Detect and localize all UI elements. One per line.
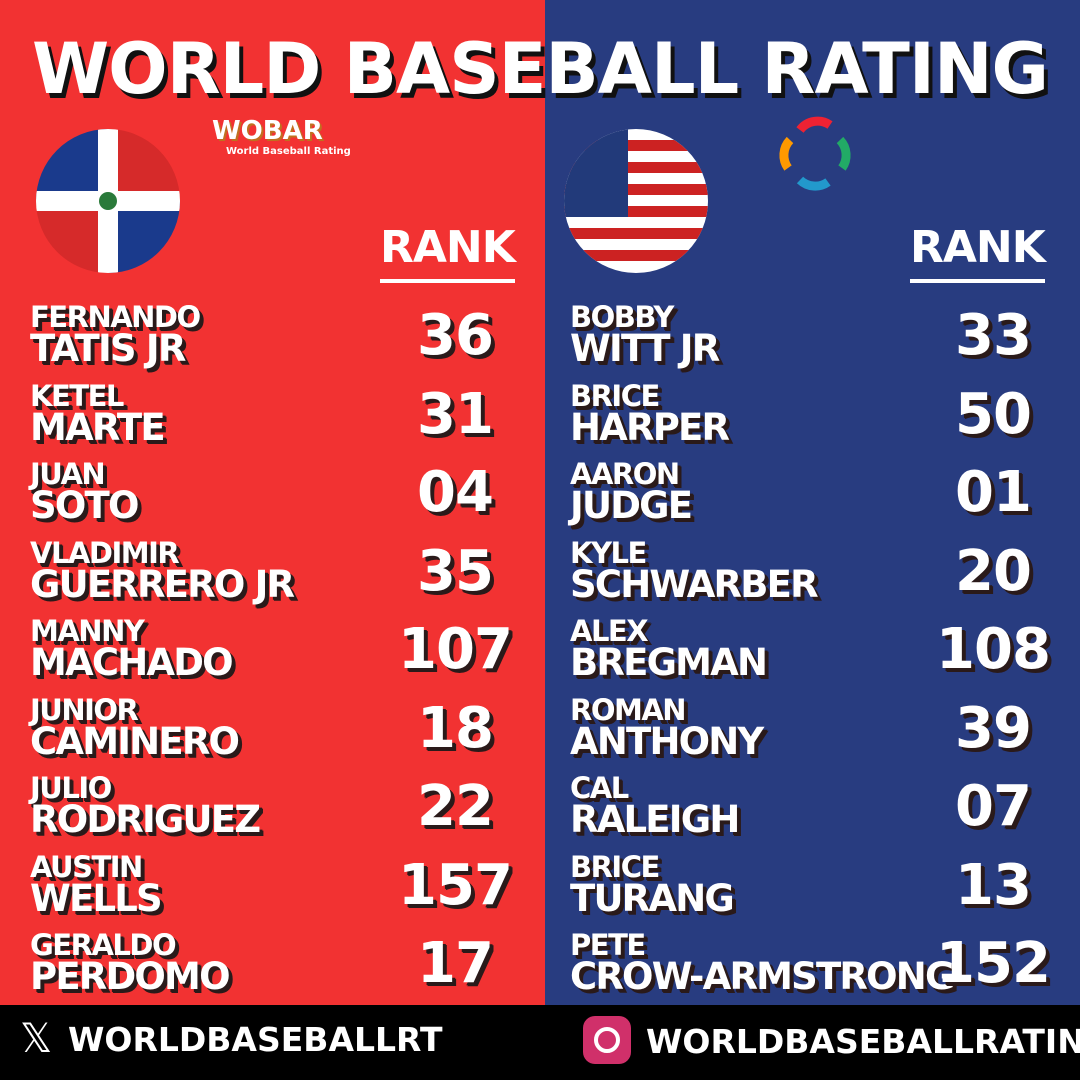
player-last-name: WITT JR xyxy=(570,327,720,370)
player-rank: 36 xyxy=(417,303,494,368)
title: WORLD BASEBALL RATING xyxy=(31,28,1049,110)
dr-flag xyxy=(36,129,180,273)
player-last-name: TURANG xyxy=(570,876,735,920)
player-last-name: JUDGE xyxy=(570,484,693,527)
player-rank: 01 xyxy=(955,460,1032,525)
player-last-name: MACHADO xyxy=(30,641,234,684)
player-rank: 33 xyxy=(955,303,1032,368)
player-last-name: ANTHONY xyxy=(570,719,764,763)
instagram-icon xyxy=(583,1016,631,1064)
instagram-handle: WORLDBASEBALLRATING xyxy=(646,1022,1080,1061)
x-icon: 𝕏 xyxy=(20,1016,52,1062)
player-rank: 152 xyxy=(936,931,1051,996)
player-first-name: KYLE xyxy=(570,535,647,570)
player-rank: 39 xyxy=(955,695,1032,761)
player-rank: 13 xyxy=(955,852,1032,918)
player-last-name: WELLS xyxy=(30,876,163,920)
player-last-name: RODRIGUEZ xyxy=(30,798,261,841)
player-rank: 18 xyxy=(417,695,494,761)
player-rank: 04 xyxy=(417,460,494,525)
player-last-name: CROW-ARMSTRONG xyxy=(570,955,955,998)
x-handle: WORLDBASEBALLRT xyxy=(68,1020,443,1059)
player-first-name: JUAN xyxy=(30,457,106,491)
player-first-name: GERALDO xyxy=(30,928,177,962)
player-last-name: GUERRERO JR xyxy=(30,562,295,606)
player-first-name: AUSTIN xyxy=(30,849,143,884)
usa-flag xyxy=(564,129,708,273)
player-rank: 17 xyxy=(417,931,494,996)
player-last-name: SOTO xyxy=(30,484,139,527)
player-rank: 107 xyxy=(398,617,513,682)
player-first-name: BRICE xyxy=(570,378,660,413)
wbc-logo xyxy=(779,116,851,191)
player-last-name: SCHWARBER xyxy=(570,562,819,606)
player-rank: 22 xyxy=(417,774,494,839)
player-first-name: CAL xyxy=(570,771,629,805)
player-rank: 157 xyxy=(398,852,513,918)
player-rank: 50 xyxy=(955,381,1032,447)
player-first-name: JUNIOR xyxy=(30,692,139,727)
player-first-name: KETEL xyxy=(30,378,124,413)
player-last-name: TATIS JR xyxy=(30,327,186,370)
player-first-name: FERNANDO xyxy=(30,300,201,334)
player-last-name: PERDOMO xyxy=(30,955,231,998)
player-rank: 108 xyxy=(936,617,1051,682)
logo: WOBAR xyxy=(212,116,323,146)
player-last-name: CAMINERO xyxy=(30,719,240,763)
player-first-name: ROMAN xyxy=(570,692,687,727)
player-first-name: ALEX xyxy=(570,614,649,648)
player-first-name: MANNY xyxy=(30,614,145,648)
player-first-name: VLADIMIR xyxy=(30,535,180,570)
rank-header: RANK xyxy=(910,222,1046,283)
rank-header: RANK xyxy=(380,222,516,283)
player-last-name: BREGMAN xyxy=(570,641,768,684)
player-rank: 20 xyxy=(955,538,1032,604)
player-first-name: AARON xyxy=(570,457,680,491)
logo-subtitle: World Baseball Rating xyxy=(226,146,351,157)
player-first-name: BRICE xyxy=(570,849,660,884)
player-first-name: BOBBY xyxy=(570,300,674,334)
player-last-name: MARTE xyxy=(30,405,166,449)
player-rank: 35 xyxy=(417,538,494,604)
player-last-name: HARPER xyxy=(570,405,730,449)
player-rank: 31 xyxy=(417,381,494,447)
player-first-name: JULIO xyxy=(30,771,112,805)
player-first-name: PETE xyxy=(570,928,646,962)
player-rank: 07 xyxy=(955,774,1032,839)
player-last-name: RALEIGH xyxy=(570,798,740,841)
